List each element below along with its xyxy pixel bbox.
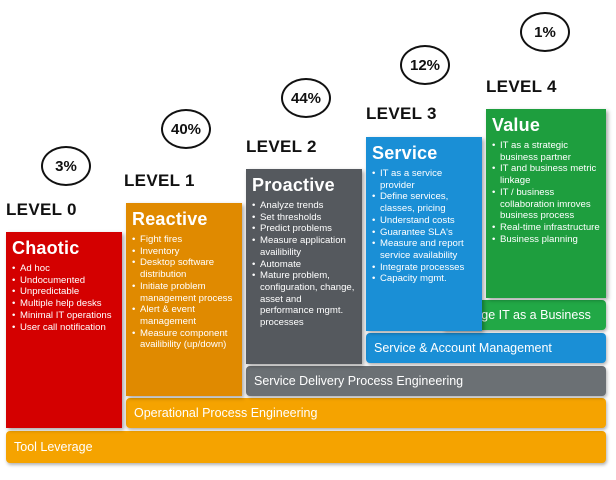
list-item: Undocumented bbox=[12, 275, 118, 287]
band-service-account-management: Service & Account Management bbox=[366, 333, 606, 363]
level-2-title: Proactive bbox=[252, 175, 335, 195]
list-item: Initiate problem management process bbox=[132, 281, 238, 304]
list-item: IT / business collaboration imroves busi… bbox=[492, 187, 602, 222]
band-service-delivery-process-engineering-label: Service Delivery Process Engineering bbox=[254, 374, 464, 388]
list-item: Unpredictable bbox=[12, 286, 118, 298]
list-item: Define services, classes, pricing bbox=[372, 191, 478, 214]
list-item: Measure application availibility bbox=[252, 235, 358, 258]
band-service-delivery-process-engineering: Service Delivery Process Engineering bbox=[246, 366, 606, 396]
band-service-account-management-label: Service & Account Management bbox=[374, 341, 552, 355]
level-3-column: Service IT as a service provider Define … bbox=[366, 137, 482, 331]
list-item: Minimal IT operations bbox=[12, 310, 118, 322]
list-item: Understand costs bbox=[372, 215, 478, 227]
level-0-column: Chaotic Ad hoc Undocumented Unpredictabl… bbox=[6, 232, 122, 428]
list-item: Guarantee SLA's bbox=[372, 227, 478, 239]
level-1-column: Reactive Fight fires Inventory Desktop s… bbox=[126, 203, 242, 396]
band-operational-process-engineering: Operational Process Engineering bbox=[126, 398, 606, 428]
level-2-percent: 44% bbox=[281, 78, 331, 118]
list-item: Multiple help desks bbox=[12, 298, 118, 310]
band-manage-it-as-a-business-label: Manage IT as a Business bbox=[450, 308, 591, 322]
list-item: Inventory bbox=[132, 246, 238, 258]
list-item: Automate bbox=[252, 259, 358, 271]
list-item: Capacity mgmt. bbox=[372, 273, 478, 285]
list-item: IT as a service provider bbox=[372, 168, 478, 191]
level-4-title: Value bbox=[492, 115, 541, 135]
level-4-percent: 1% bbox=[520, 12, 570, 52]
level-3-title: Service bbox=[372, 143, 438, 163]
level-2-items: Analyze trends Set thresholds Predict pr… bbox=[246, 200, 362, 329]
level-1-label: LEVEL 1 bbox=[124, 171, 195, 190]
level-1-items: Fight fires Inventory Desktop software d… bbox=[126, 234, 242, 351]
band-tool-leverage: Tool Leverage bbox=[6, 431, 606, 463]
list-item: Fight fires bbox=[132, 234, 238, 246]
level-0-items: Ad hoc Undocumented Unpredictable Multip… bbox=[6, 263, 122, 333]
level-0-percent: 3% bbox=[41, 146, 91, 186]
list-item: Predict problems bbox=[252, 223, 358, 235]
level-2-column: Proactive Analyze trends Set thresholds … bbox=[246, 169, 362, 364]
list-item: Mature problem, configuration, change, a… bbox=[252, 270, 358, 329]
level-4-column: Value IT as a strategic business partner… bbox=[486, 109, 606, 298]
level-4-label: LEVEL 4 bbox=[486, 77, 557, 96]
band-operational-process-engineering-label: Operational Process Engineering bbox=[134, 406, 318, 420]
list-item: Alert & event management bbox=[132, 304, 238, 327]
list-item: User call notification bbox=[12, 322, 118, 334]
level-3-percent: 12% bbox=[400, 45, 450, 85]
level-1-percent: 40% bbox=[161, 109, 211, 149]
list-item: Ad hoc bbox=[12, 263, 118, 275]
level-0-label: LEVEL 0 bbox=[6, 200, 77, 219]
list-item: Desktop software distribution bbox=[132, 257, 238, 280]
list-item: Real-time infrastructure bbox=[492, 222, 602, 234]
list-item: Analyze trends bbox=[252, 200, 358, 212]
level-4-items: IT as a strategic business partner IT an… bbox=[486, 140, 606, 245]
band-tool-leverage-label: Tool Leverage bbox=[14, 440, 93, 454]
list-item: Set thresholds bbox=[252, 212, 358, 224]
list-item: Integrate processes bbox=[372, 262, 478, 274]
list-item: IT as a strategic business partner bbox=[492, 140, 602, 163]
list-item: Measure and report service availability bbox=[372, 238, 478, 261]
list-item: Business planning bbox=[492, 234, 602, 246]
list-item: Measure component availibility (up/down) bbox=[132, 328, 238, 351]
level-3-label: LEVEL 3 bbox=[366, 104, 437, 123]
level-0-title: Chaotic bbox=[12, 238, 80, 258]
list-item: IT and business metric linkage bbox=[492, 163, 602, 186]
level-1-title: Reactive bbox=[132, 209, 208, 229]
level-2-label: LEVEL 2 bbox=[246, 137, 317, 156]
level-3-items: IT as a service provider Define services… bbox=[366, 168, 482, 285]
